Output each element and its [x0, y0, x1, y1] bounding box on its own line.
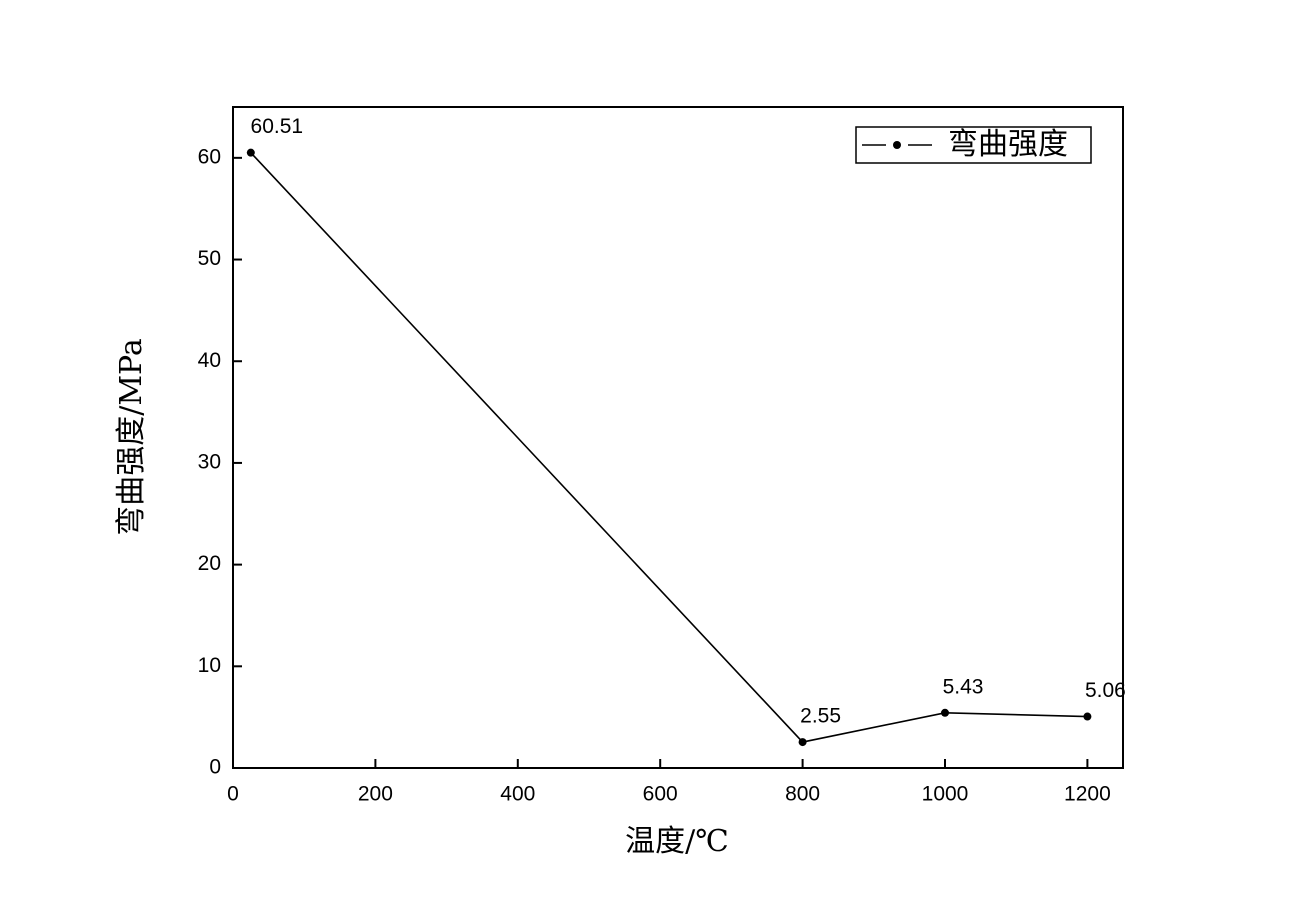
y-tick-label: 30	[198, 450, 221, 473]
x-tick-label: 1200	[1064, 783, 1111, 806]
plot-frame	[232, 106, 1124, 769]
data-label: 60.51	[251, 115, 304, 138]
y-tick-label: 20	[198, 552, 221, 575]
y-axis-label: 弯曲强度/MPa	[114, 338, 149, 536]
data-label: 5.06	[1085, 679, 1126, 702]
y-tick-label: 0	[209, 756, 221, 779]
data-label: 2.55	[800, 705, 841, 728]
legend-marker	[893, 141, 901, 149]
x-axis-label: 温度/℃	[625, 824, 729, 859]
x-tick-label: 0	[227, 783, 239, 806]
marker	[798, 738, 807, 747]
y-tick-label: 50	[198, 247, 221, 270]
x-tick-label: 1000	[922, 783, 969, 806]
x-tick-label: 600	[643, 783, 678, 806]
marker	[941, 708, 949, 717]
marker	[246, 148, 255, 157]
marker	[1083, 712, 1092, 721]
data-label: 5.43	[943, 675, 984, 698]
y-tick-label: 10	[198, 654, 221, 677]
y-tick-label: 40	[198, 349, 221, 372]
x-tick-label: 400	[500, 783, 535, 806]
x-tick-label: 200	[358, 783, 393, 806]
x-tick-label: 800	[785, 783, 820, 806]
y-tick-label: 60	[198, 145, 221, 168]
line	[250, 152, 1088, 743]
legend-label: 弯曲强度	[948, 127, 1068, 162]
